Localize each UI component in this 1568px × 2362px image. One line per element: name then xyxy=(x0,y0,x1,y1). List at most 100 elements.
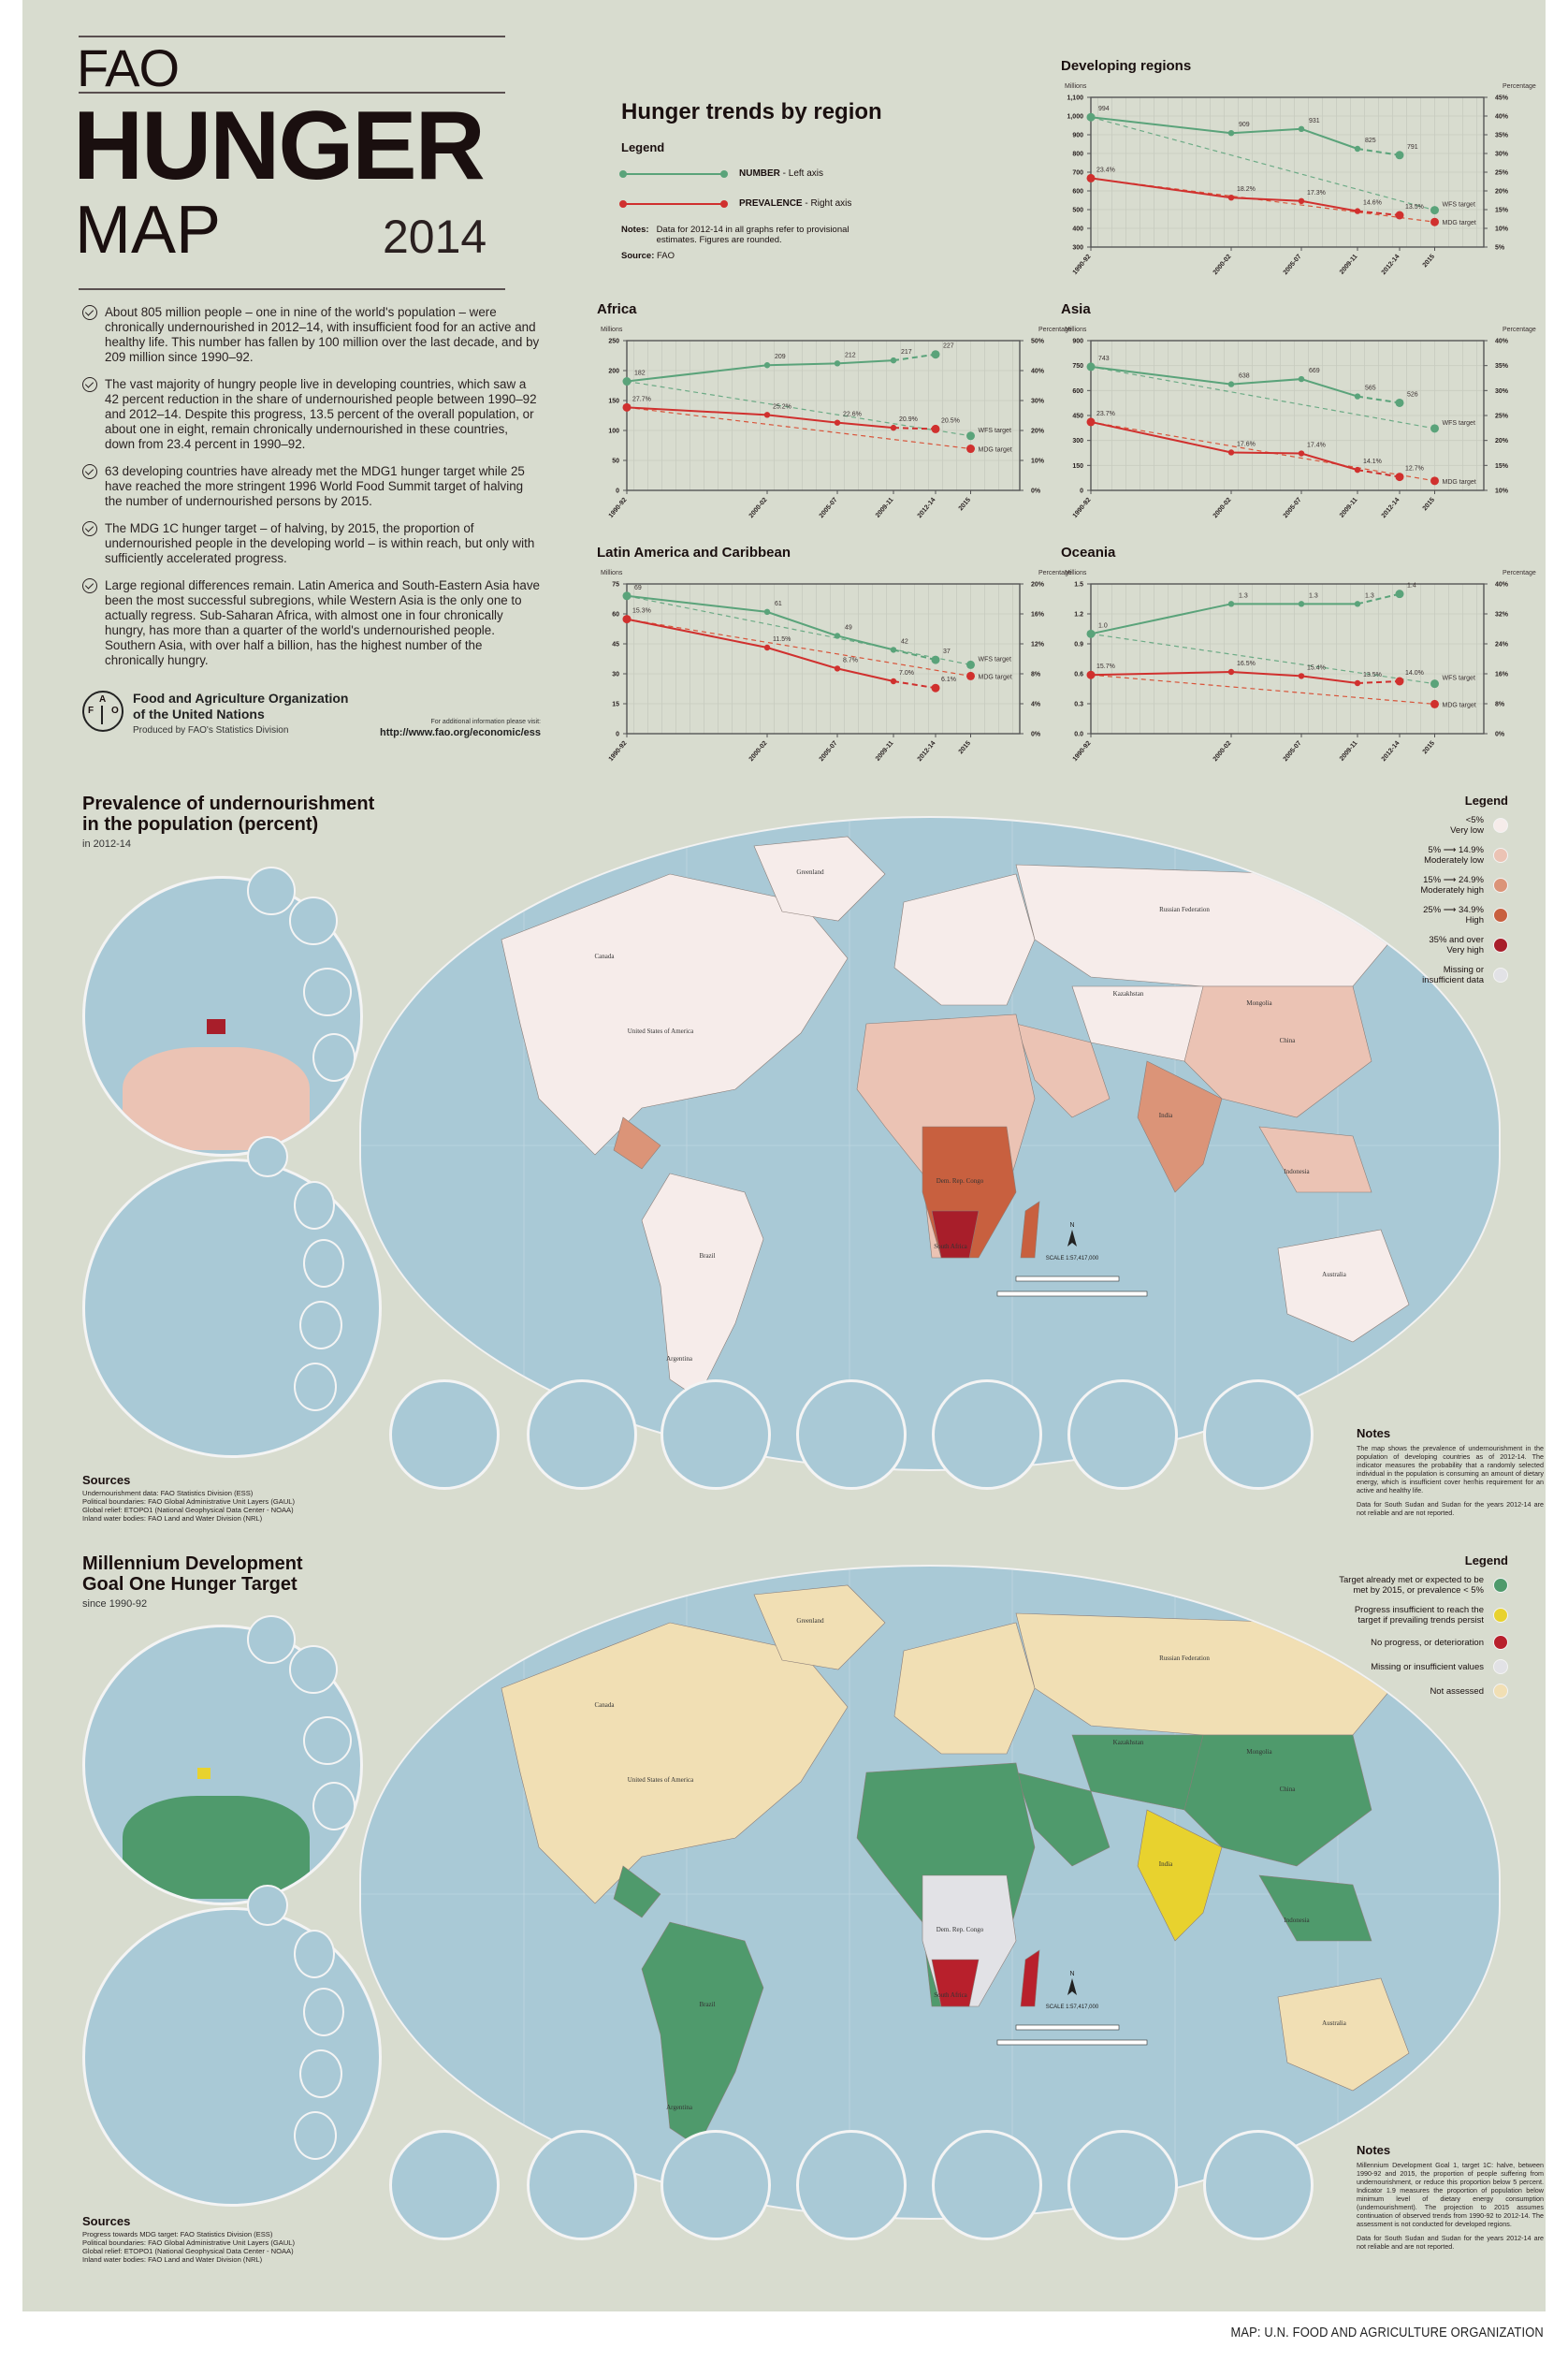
svg-text:2000-02: 2000-02 xyxy=(1212,254,1233,276)
inset-circle[interactable] xyxy=(299,1301,342,1349)
island-inset-map[interactable] xyxy=(527,2130,637,2240)
prevalence-world-map[interactable]: Canada United States of America Greenland R… xyxy=(359,816,1501,1471)
map2-legend: Legend Target already met or expected to… xyxy=(1312,1553,1508,1708)
island-inset-map[interactable] xyxy=(389,2130,500,2240)
svg-text:2000-02: 2000-02 xyxy=(748,497,769,519)
inset-circle[interactable] xyxy=(312,1782,356,1830)
svg-text:150: 150 xyxy=(1072,463,1083,470)
inset-circle[interactable] xyxy=(303,1988,344,2036)
map2-notes: Notes Millennium Development Goal 1, tar… xyxy=(1357,2143,1544,2251)
svg-text:16%: 16% xyxy=(1031,612,1045,619)
mdg-world-map[interactable]: Canada United States of America Greenland R… xyxy=(359,1565,1501,2220)
inset-circle[interactable] xyxy=(289,897,338,945)
svg-text:565: 565 xyxy=(1365,386,1376,392)
svg-text:15%: 15% xyxy=(1495,463,1509,470)
poster: FAO HUNGER MAP 2014 About 805 million pe… xyxy=(22,0,1546,2311)
svg-text:16%: 16% xyxy=(1495,672,1509,678)
island-inset-map[interactable] xyxy=(661,1379,771,1490)
inset-circle[interactable] xyxy=(294,1181,335,1230)
svg-text:China: China xyxy=(1280,1037,1297,1044)
svg-text:15.3%: 15.3% xyxy=(632,608,651,615)
island-inset-map[interactable] xyxy=(1203,2130,1314,2240)
key-fact: 63 developing countries have already met… xyxy=(82,464,541,509)
svg-text:8.7%: 8.7% xyxy=(843,657,858,663)
inset-circle[interactable] xyxy=(247,1615,296,1664)
inset-circle[interactable] xyxy=(247,1885,288,1926)
color-swatch-icon xyxy=(1493,818,1508,833)
inset-circle[interactable] xyxy=(299,2049,342,2098)
island-inset-map[interactable] xyxy=(1203,1379,1314,1490)
title-map: MAP xyxy=(75,193,222,268)
island-inset-map[interactable] xyxy=(932,2130,1042,2240)
svg-text:Millions: Millions xyxy=(601,327,623,333)
svg-text:6.1%: 6.1% xyxy=(941,677,956,683)
svg-text:Millions: Millions xyxy=(1065,570,1087,576)
svg-text:931: 931 xyxy=(1309,118,1320,124)
red-line-icon xyxy=(619,199,728,208)
svg-text:United States of America: United States of America xyxy=(628,1028,694,1035)
svg-text:30%: 30% xyxy=(1495,152,1509,158)
svg-text:2015: 2015 xyxy=(1422,497,1436,513)
inset-circle[interactable] xyxy=(312,1033,356,1082)
chart-title: Africa xyxy=(597,301,637,317)
divider xyxy=(79,92,505,94)
svg-text:2012-14: 2012-14 xyxy=(1381,254,1401,276)
inset-circle[interactable] xyxy=(289,1645,338,1694)
inset-circle[interactable] xyxy=(247,1136,288,1177)
inset-circle[interactable] xyxy=(294,1363,337,1411)
svg-text:2005-07: 2005-07 xyxy=(819,740,839,763)
svg-text:2009-11: 2009-11 xyxy=(1339,740,1359,763)
svg-text:Greenland: Greenland xyxy=(796,868,824,876)
island-inset-map[interactable] xyxy=(932,1379,1042,1490)
island-inset-map[interactable] xyxy=(527,1379,637,1490)
svg-text:2000-02: 2000-02 xyxy=(1212,740,1233,763)
island-inset-map[interactable] xyxy=(1067,2130,1178,2240)
fao-url-link[interactable]: http://www.fao.org/economic/ess xyxy=(380,727,541,738)
inset-circle[interactable] xyxy=(303,1716,352,1765)
legend-item: Not assessed xyxy=(1312,1684,1508,1699)
svg-text:0: 0 xyxy=(1080,488,1083,495)
svg-text:1.3: 1.3 xyxy=(1239,592,1248,599)
chart-africa: Africa Millions Percentage 0 0% 50 10% 100 20% 15… xyxy=(597,301,1074,535)
svg-text:15.4%: 15.4% xyxy=(1307,664,1326,671)
svg-text:18.2%: 18.2% xyxy=(1237,186,1256,193)
svg-text:69: 69 xyxy=(634,585,642,591)
island-inset-map[interactable] xyxy=(389,1379,500,1490)
svg-text:20.5%: 20.5% xyxy=(941,417,960,424)
svg-text:45%: 45% xyxy=(1495,95,1509,102)
inset-circle[interactable] xyxy=(303,968,352,1016)
island-inset-map[interactable] xyxy=(661,2130,771,2240)
svg-text:400: 400 xyxy=(1072,226,1083,233)
chart-oceania: Oceania Millions Percentage 0.0 0% 0.3 8% 0.6 16… xyxy=(1061,545,1538,779)
legend-item: Missing or insufficient data xyxy=(1420,965,1508,985)
svg-text:N: N xyxy=(1069,1971,1074,1977)
inset-circle[interactable] xyxy=(294,1930,335,1978)
svg-text:800: 800 xyxy=(1072,152,1083,158)
svg-text:300: 300 xyxy=(1072,245,1083,252)
svg-text:100: 100 xyxy=(608,429,619,435)
island-inset-map[interactable] xyxy=(1067,1379,1178,1490)
svg-text:WFS target: WFS target xyxy=(979,428,1011,434)
inset-circle[interactable] xyxy=(294,2111,337,2160)
island-inset-map[interactable] xyxy=(796,1379,907,1490)
inset-circle[interactable] xyxy=(247,867,296,915)
inset-circle[interactable] xyxy=(303,1239,344,1288)
check-circle-icon xyxy=(82,305,97,320)
svg-text:17.6%: 17.6% xyxy=(1237,441,1256,447)
svg-text:Brazil: Brazil xyxy=(699,1252,715,1260)
color-swatch-icon xyxy=(1493,1635,1508,1650)
more-info: For additional information please visit:… xyxy=(370,719,541,738)
svg-text:1,000: 1,000 xyxy=(1067,114,1083,121)
island-inset-map[interactable] xyxy=(796,2130,907,2240)
svg-text:MDG target: MDG target xyxy=(979,674,1012,680)
svg-text:30%: 30% xyxy=(1495,388,1509,395)
svg-text:2000-02: 2000-02 xyxy=(748,740,769,763)
svg-text:700: 700 xyxy=(1072,170,1083,177)
chart-asia: Asia Millions Percentage 0 10% 150 15% 300 20% 45… xyxy=(1061,301,1538,535)
svg-text:1.3: 1.3 xyxy=(1309,592,1318,599)
svg-text:0: 0 xyxy=(616,732,619,738)
svg-text:4%: 4% xyxy=(1031,702,1041,708)
svg-text:61: 61 xyxy=(775,601,782,607)
svg-text:35%: 35% xyxy=(1495,133,1509,139)
key-fact: The vast majority of hungry people live … xyxy=(82,377,541,452)
